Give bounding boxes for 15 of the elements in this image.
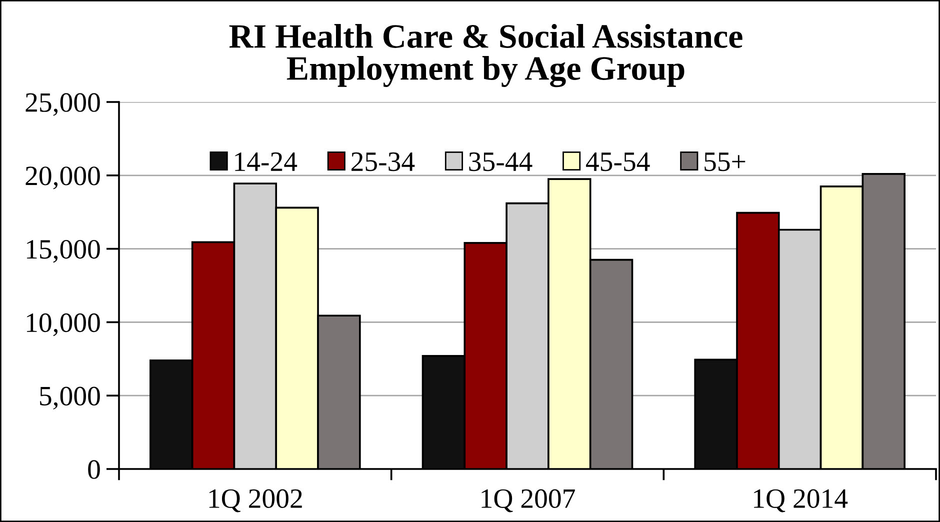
x-tick-label: 1Q 2014 [754, 489, 848, 512]
y-tick-label: 25,000 [26, 93, 100, 116]
y-tick-label: 15,000 [27, 240, 100, 263]
y-tick-label: 5,000 [40, 386, 100, 410]
legend-label: 14-24 [235, 152, 298, 171]
x-tick-label: 1Q 2007 [482, 489, 575, 512]
x-tick-label: 1Q 2002 [209, 489, 302, 512]
legend-label: 55+ [704, 152, 746, 172]
chart-title: RI Health Care & Social Assistance Employment by Age Group [229, 24, 742, 88]
y-tick-label: 10,000 [27, 313, 100, 336]
y-tick-label: 0 [88, 460, 100, 479]
legend-label: 45-54 [586, 152, 650, 172]
y-tick-label: 20,000 [26, 166, 100, 190]
legend-label: 25-34 [352, 152, 415, 172]
legend-label: 35-44 [469, 152, 532, 172]
